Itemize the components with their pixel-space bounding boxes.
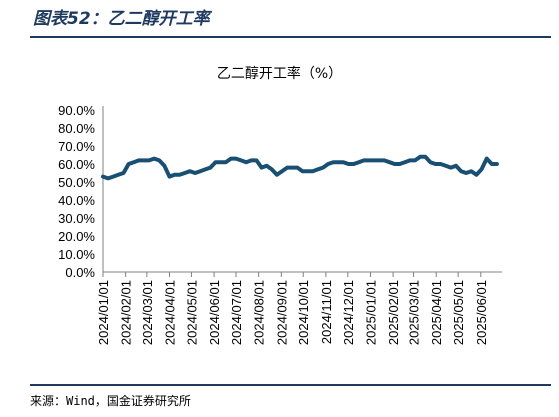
x-tick-label: 2024/02/01 — [119, 280, 134, 345]
x-tick-label: 2024/03/01 — [140, 280, 155, 345]
x-tick-label: 2024/07/01 — [229, 280, 244, 345]
figure-title: 图表52：乙二醇开工率 — [33, 9, 210, 29]
x-tick-label: 2024/04/01 — [163, 280, 178, 345]
x-axis: 2024/01/01 2024/02/01 2024/03/01 2024/04/01… — [96, 271, 502, 345]
x-tick-label: 2024/05/01 — [184, 280, 199, 345]
x-tick-label: 2024/12/01 — [341, 280, 356, 345]
y-tick-label: 30.0% — [58, 211, 95, 226]
series-line — [101, 154, 499, 181]
x-tick-label: 2025/04/01 — [429, 280, 444, 345]
y-tick-label: 40.0% — [58, 193, 95, 208]
y-tick-label: 10.0% — [58, 247, 95, 262]
x-tick-label: 2024/10/01 — [296, 280, 311, 345]
chart-title: 乙二醇开工率（%） — [216, 66, 343, 82]
x-tick-label: 2024/08/01 — [252, 280, 267, 345]
source-note: 来源：Wind，国金证券研究所 — [30, 394, 191, 408]
y-axis: 0.0% 10.0% 20.0% 30.0% 40.0% 50.0% 60.0% 70.0% 8… — [58, 103, 104, 280]
x-tick-label: 2025/01/01 — [363, 280, 378, 345]
y-tick-label: 70.0% — [58, 139, 95, 154]
x-tick-label: 2024/01/01 — [96, 280, 111, 345]
x-tick-label: 2025/06/01 — [474, 280, 489, 345]
y-tick-label: 20.0% — [58, 229, 95, 244]
y-tick-label: 60.0% — [58, 157, 95, 172]
x-tick-label: 2024/06/01 — [207, 280, 222, 345]
header-divider — [30, 36, 551, 38]
footer-divider — [30, 384, 551, 386]
figure-header: 图表52：乙二醇开工率 — [0, 0, 559, 40]
x-tick-label: 2024/09/01 — [274, 280, 289, 345]
y-tick-label: 0.0% — [65, 265, 95, 280]
x-tick-label: 2025/05/01 — [451, 280, 466, 345]
x-tick-label: 2025/03/01 — [407, 280, 422, 345]
y-tick-label: 90.0% — [58, 103, 95, 118]
series-layer — [101, 154, 499, 181]
x-tick-label: 2024/11/01 — [319, 280, 334, 344]
x-tick-label: 2025/02/01 — [386, 280, 401, 345]
y-tick-label: 80.0% — [58, 121, 95, 136]
y-tick-label: 50.0% — [58, 175, 95, 190]
